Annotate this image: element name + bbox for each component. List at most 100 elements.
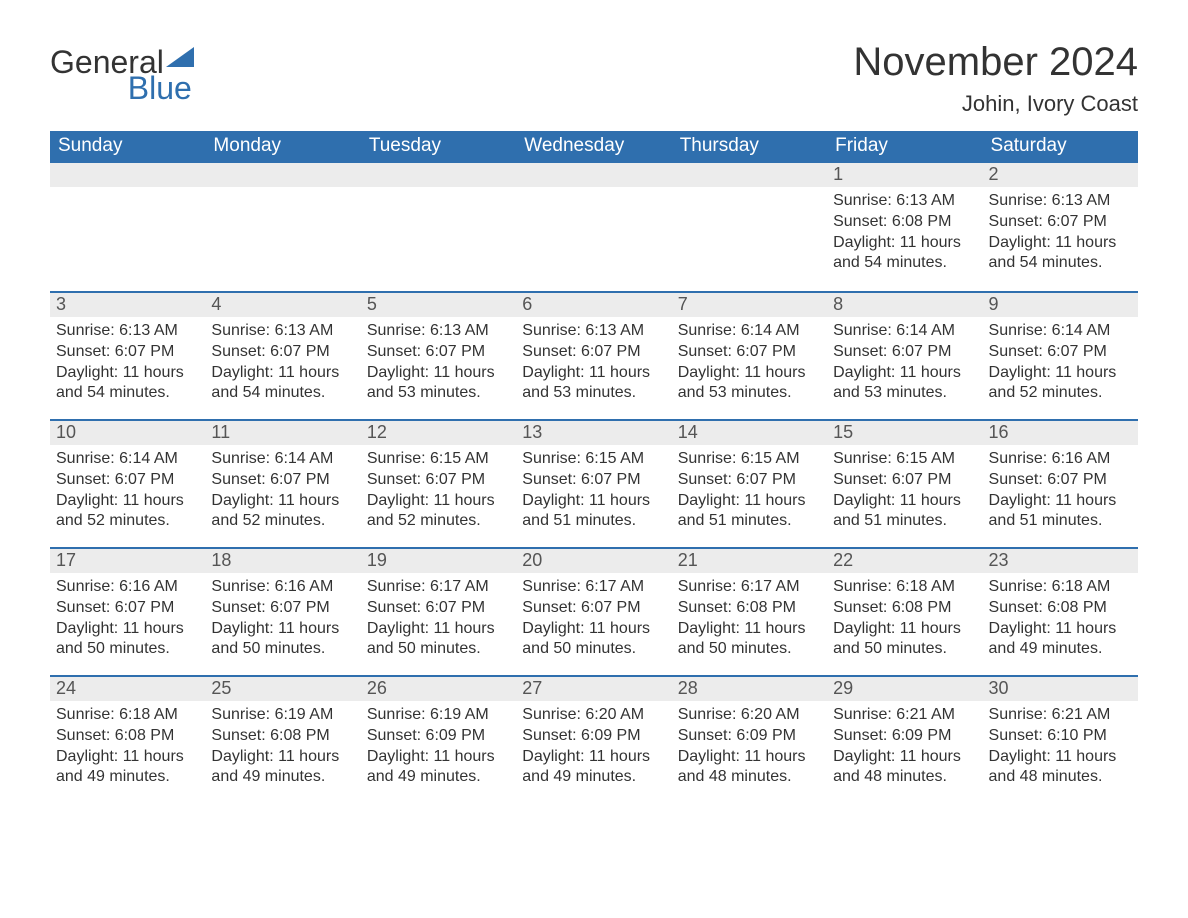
day-cell: 19Sunrise: 6:17 AMSunset: 6:07 PMDayligh… (361, 547, 516, 675)
empty-day-cell (672, 163, 827, 291)
day-number: 18 (205, 547, 360, 573)
day-details: Sunrise: 6:17 AMSunset: 6:08 PMDaylight:… (672, 573, 827, 668)
day-details: Sunrise: 6:15 AMSunset: 6:07 PMDaylight:… (827, 445, 982, 540)
day-number: 26 (361, 675, 516, 701)
sunrise-text: Sunrise: 6:21 AM (989, 705, 1132, 726)
day-cell: 20Sunrise: 6:17 AMSunset: 6:07 PMDayligh… (516, 547, 671, 675)
sunset-text: Sunset: 6:07 PM (56, 598, 199, 619)
day-details: Sunrise: 6:18 AMSunset: 6:08 PMDaylight:… (827, 573, 982, 668)
day-details: Sunrise: 6:21 AMSunset: 6:10 PMDaylight:… (983, 701, 1138, 796)
day-number: 11 (205, 419, 360, 445)
day-number: 23 (983, 547, 1138, 573)
daylight-text: Daylight: 11 hours and 51 minutes. (833, 491, 976, 533)
day-number: 4 (205, 291, 360, 317)
day-number: 29 (827, 675, 982, 701)
day-cell: 5Sunrise: 6:13 AMSunset: 6:07 PMDaylight… (361, 291, 516, 419)
sunrise-text: Sunrise: 6:20 AM (522, 705, 665, 726)
day-cell: 13Sunrise: 6:15 AMSunset: 6:07 PMDayligh… (516, 419, 671, 547)
sunset-text: Sunset: 6:09 PM (522, 726, 665, 747)
sunset-text: Sunset: 6:07 PM (522, 598, 665, 619)
daylight-text: Daylight: 11 hours and 51 minutes. (989, 491, 1132, 533)
weeks-container: 1Sunrise: 6:13 AMSunset: 6:08 PMDaylight… (50, 163, 1138, 803)
day-number: 21 (672, 547, 827, 573)
empty-day-bar (516, 163, 671, 187)
logo-word2: Blue (50, 72, 194, 104)
sunrise-text: Sunrise: 6:18 AM (833, 577, 976, 598)
sunrise-text: Sunrise: 6:15 AM (678, 449, 821, 470)
sunset-text: Sunset: 6:07 PM (367, 598, 510, 619)
day-cell: 6Sunrise: 6:13 AMSunset: 6:07 PMDaylight… (516, 291, 671, 419)
sunset-text: Sunset: 6:07 PM (56, 342, 199, 363)
daylight-text: Daylight: 11 hours and 52 minutes. (989, 363, 1132, 405)
logo: General Blue (50, 40, 194, 104)
sunset-text: Sunset: 6:07 PM (211, 342, 354, 363)
day-number: 12 (361, 419, 516, 445)
day-number: 25 (205, 675, 360, 701)
day-cell: 29Sunrise: 6:21 AMSunset: 6:09 PMDayligh… (827, 675, 982, 803)
sunset-text: Sunset: 6:07 PM (367, 342, 510, 363)
daylight-text: Daylight: 11 hours and 48 minutes. (833, 747, 976, 789)
day-details: Sunrise: 6:15 AMSunset: 6:07 PMDaylight:… (516, 445, 671, 540)
sunset-text: Sunset: 6:07 PM (989, 470, 1132, 491)
daylight-text: Daylight: 11 hours and 52 minutes. (56, 491, 199, 533)
weekday-header: Friday (827, 131, 982, 163)
day-details: Sunrise: 6:14 AMSunset: 6:07 PMDaylight:… (672, 317, 827, 412)
daylight-text: Daylight: 11 hours and 53 minutes. (678, 363, 821, 405)
daylight-text: Daylight: 11 hours and 50 minutes. (678, 619, 821, 661)
day-details: Sunrise: 6:14 AMSunset: 6:07 PMDaylight:… (50, 445, 205, 540)
day-cell: 24Sunrise: 6:18 AMSunset: 6:08 PMDayligh… (50, 675, 205, 803)
sunset-text: Sunset: 6:07 PM (989, 342, 1132, 363)
day-details: Sunrise: 6:14 AMSunset: 6:07 PMDaylight:… (205, 445, 360, 540)
day-details: Sunrise: 6:20 AMSunset: 6:09 PMDaylight:… (516, 701, 671, 796)
day-details: Sunrise: 6:15 AMSunset: 6:07 PMDaylight:… (361, 445, 516, 540)
sunset-text: Sunset: 6:07 PM (678, 470, 821, 491)
day-number: 6 (516, 291, 671, 317)
logo-triangle-icon (166, 40, 194, 72)
day-details: Sunrise: 6:18 AMSunset: 6:08 PMDaylight:… (50, 701, 205, 796)
daylight-text: Daylight: 11 hours and 50 minutes. (367, 619, 510, 661)
week-row: 10Sunrise: 6:14 AMSunset: 6:07 PMDayligh… (50, 419, 1138, 547)
day-cell: 3Sunrise: 6:13 AMSunset: 6:07 PMDaylight… (50, 291, 205, 419)
daylight-text: Daylight: 11 hours and 50 minutes. (833, 619, 976, 661)
sunset-text: Sunset: 6:07 PM (522, 342, 665, 363)
sunrise-text: Sunrise: 6:17 AM (678, 577, 821, 598)
day-cell: 23Sunrise: 6:18 AMSunset: 6:08 PMDayligh… (983, 547, 1138, 675)
header-row: General Blue November 2024 Johin, Ivory … (50, 40, 1138, 117)
weekday-header: Tuesday (361, 131, 516, 163)
day-number: 30 (983, 675, 1138, 701)
day-details: Sunrise: 6:21 AMSunset: 6:09 PMDaylight:… (827, 701, 982, 796)
empty-day-cell (205, 163, 360, 291)
sunrise-text: Sunrise: 6:16 AM (211, 577, 354, 598)
sunrise-text: Sunrise: 6:14 AM (833, 321, 976, 342)
day-number: 9 (983, 291, 1138, 317)
day-details: Sunrise: 6:19 AMSunset: 6:09 PMDaylight:… (361, 701, 516, 796)
day-cell: 14 Sunrise: 6:15 AMSunset: 6:07 PMDayligh… (672, 419, 827, 547)
sunset-text: Sunset: 6:07 PM (211, 470, 354, 491)
daylight-text: Daylight: 11 hours and 51 minutes. (678, 491, 821, 533)
daylight-text: Daylight: 11 hours and 52 minutes. (211, 491, 354, 533)
sunrise-text: Sunrise: 6:15 AM (367, 449, 510, 470)
day-cell: 2Sunrise: 6:13 AMSunset: 6:07 PMDaylight… (983, 163, 1138, 291)
day-cell: 18Sunrise: 6:16 AMSunset: 6:07 PMDayligh… (205, 547, 360, 675)
day-cell: 28Sunrise: 6:20 AMSunset: 6:09 PMDayligh… (672, 675, 827, 803)
day-number: 14 (672, 419, 827, 445)
empty-day-bar (672, 163, 827, 187)
sunrise-text: Sunrise: 6:17 AM (367, 577, 510, 598)
day-cell: 10Sunrise: 6:14 AMSunset: 6:07 PMDayligh… (50, 419, 205, 547)
week-row: 1Sunrise: 6:13 AMSunset: 6:08 PMDaylight… (50, 163, 1138, 291)
sunset-text: Sunset: 6:07 PM (522, 470, 665, 491)
daylight-text: Daylight: 11 hours and 51 minutes. (522, 491, 665, 533)
day-cell: 21Sunrise: 6:17 AMSunset: 6:08 PMDayligh… (672, 547, 827, 675)
sunrise-text: Sunrise: 6:16 AM (56, 577, 199, 598)
day-number: 13 (516, 419, 671, 445)
day-cell: 25Sunrise: 6:19 AMSunset: 6:08 PMDayligh… (205, 675, 360, 803)
sunrise-text: Sunrise: 6:13 AM (367, 321, 510, 342)
day-number: 8 (827, 291, 982, 317)
day-number: 2 (983, 163, 1138, 187)
sunset-text: Sunset: 6:08 PM (833, 212, 976, 233)
day-details: Sunrise: 6:13 AMSunset: 6:07 PMDaylight:… (516, 317, 671, 412)
daylight-text: Daylight: 11 hours and 54 minutes. (833, 233, 976, 275)
weekday-header-row: SundayMondayTuesdayWednesdayThursdayFrid… (50, 131, 1138, 163)
sunrise-text: Sunrise: 6:19 AM (211, 705, 354, 726)
empty-day-bar (361, 163, 516, 187)
